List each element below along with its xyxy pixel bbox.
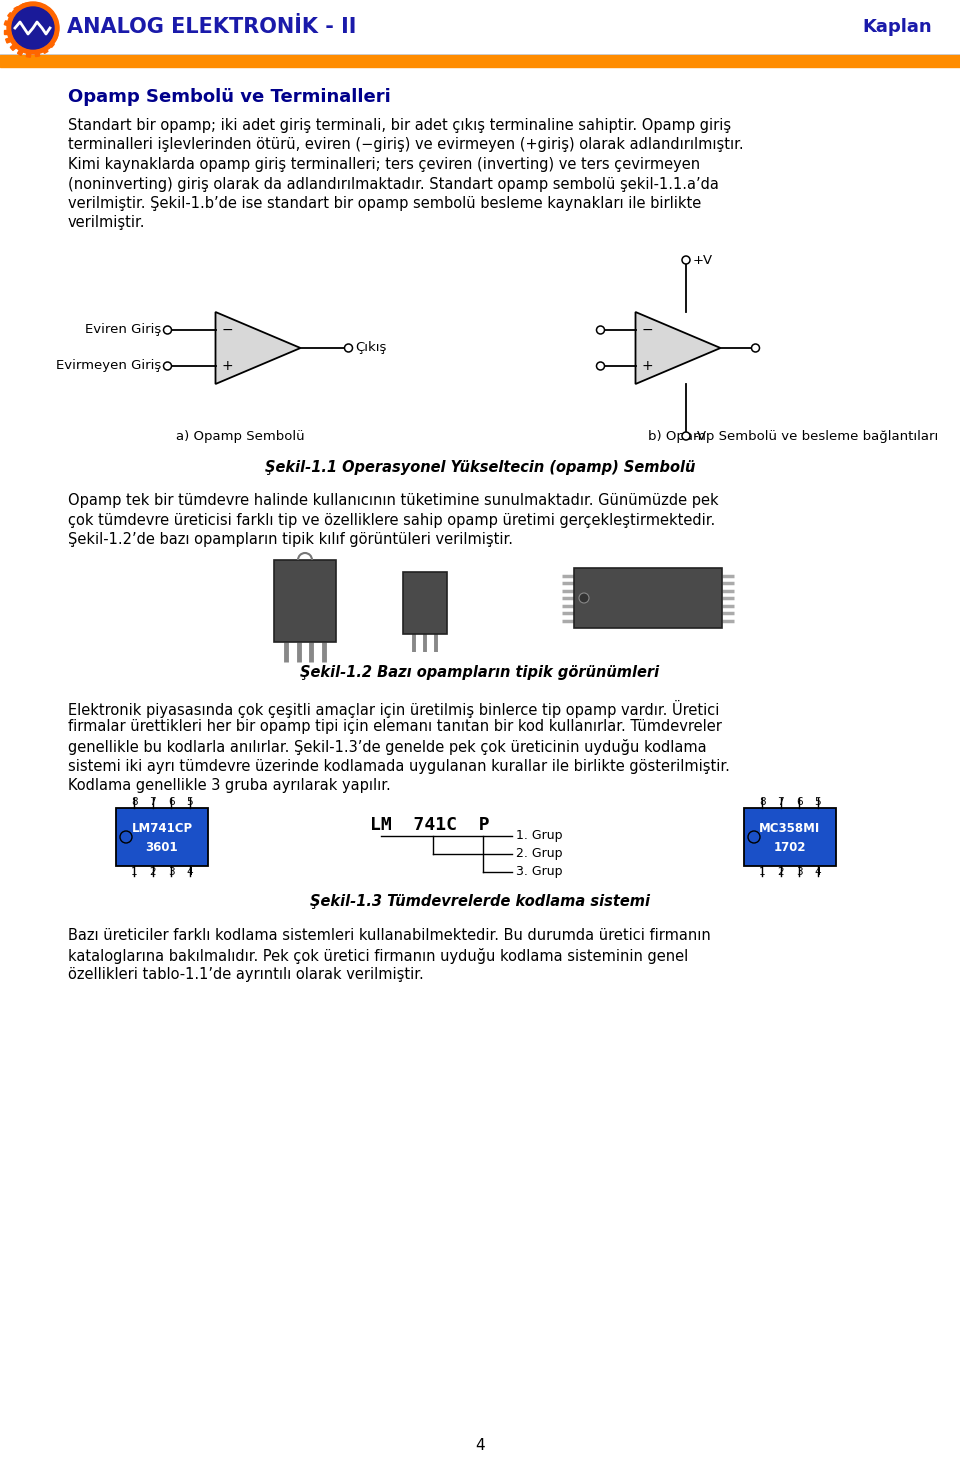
Text: 6: 6 bbox=[796, 797, 803, 808]
Text: 1: 1 bbox=[759, 868, 766, 876]
Text: 1: 1 bbox=[132, 868, 137, 876]
Text: +V: +V bbox=[693, 253, 713, 266]
Circle shape bbox=[748, 831, 760, 843]
Circle shape bbox=[163, 361, 172, 370]
Text: 3601: 3601 bbox=[146, 841, 179, 854]
Text: Kimi kaynaklarda opamp giriş terminalleri; ters çeviren (inverting) ve ters çevi: Kimi kaynaklarda opamp giriş terminaller… bbox=[68, 157, 700, 173]
Text: 3: 3 bbox=[796, 868, 803, 876]
Text: çok tümdevre üreticisi farklı tip ve özelliklere sahip opamp üretimi gerçekleşti: çok tümdevre üreticisi farklı tip ve öze… bbox=[68, 512, 715, 528]
Bar bbox=[14, 7, 19, 12]
Circle shape bbox=[345, 344, 352, 353]
Circle shape bbox=[682, 432, 690, 440]
Text: verilmiştir.: verilmiştir. bbox=[68, 215, 146, 231]
Text: −: − bbox=[222, 323, 233, 336]
Bar bbox=[6, 38, 11, 42]
Bar bbox=[46, 10, 52, 15]
Text: −: − bbox=[641, 323, 653, 336]
Text: Kaplan: Kaplan bbox=[862, 18, 932, 37]
Text: 8: 8 bbox=[759, 797, 766, 808]
Bar bbox=[0, 56, 960, 67]
Circle shape bbox=[752, 344, 759, 353]
Circle shape bbox=[579, 593, 589, 603]
Bar bbox=[39, 4, 44, 10]
Bar bbox=[274, 560, 336, 642]
Text: Opamp tek bir tümdevre halinde kullanıcının tüketimine sunulmaktadır. Günümüzde : Opamp tek bir tümdevre halinde kullanıcı… bbox=[68, 493, 719, 508]
Bar bbox=[31, 3, 36, 7]
Text: genellikle bu kodlarla anılırlar. Şekil-1.3’de genelde pek çok üreticinin uyduğu: genellikle bu kodlarla anılırlar. Şekil-… bbox=[68, 739, 707, 755]
Text: 5: 5 bbox=[814, 797, 821, 808]
Circle shape bbox=[682, 256, 690, 263]
Text: 4: 4 bbox=[475, 1438, 485, 1453]
Bar bbox=[35, 53, 39, 57]
Text: +: + bbox=[222, 358, 233, 373]
Text: firmalar ürettikleri her bir opamp tipi için elemanı tanıtan bir kod kullanırlar: firmalar ürettikleri her bir opamp tipi … bbox=[68, 720, 722, 734]
Text: 2: 2 bbox=[150, 868, 156, 876]
Text: Şekil-1.2 Bazı opampların tipik görünümleri: Şekil-1.2 Bazı opampların tipik görünüml… bbox=[300, 666, 660, 680]
Circle shape bbox=[7, 1, 59, 54]
Circle shape bbox=[596, 361, 605, 370]
Bar bbox=[26, 53, 31, 57]
Text: MC358MI: MC358MI bbox=[759, 822, 821, 835]
Text: 7: 7 bbox=[150, 797, 156, 808]
Text: ANALOG ELEKTRONİK - II: ANALOG ELEKTRONİK - II bbox=[67, 18, 356, 37]
Text: 4: 4 bbox=[186, 868, 193, 876]
Bar bbox=[42, 48, 48, 53]
Bar bbox=[116, 808, 208, 866]
Bar bbox=[49, 42, 55, 47]
Text: (noninverting) giriş olarak da adlandırılmaktadır. Standart opamp sembolü şekil-: (noninverting) giriş olarak da adlandırı… bbox=[68, 177, 719, 192]
Text: Kodlama genellikle 3 gruba ayrılarak yapılır.: Kodlama genellikle 3 gruba ayrılarak yap… bbox=[68, 778, 391, 793]
Circle shape bbox=[163, 326, 172, 334]
Text: Çıkış: Çıkış bbox=[355, 341, 387, 354]
Polygon shape bbox=[636, 312, 721, 383]
Circle shape bbox=[12, 7, 54, 48]
Text: 7: 7 bbox=[778, 797, 784, 808]
Bar bbox=[11, 45, 16, 50]
Text: a) Opamp Sembolü: a) Opamp Sembolü bbox=[176, 430, 304, 443]
Bar bbox=[0, 0, 960, 56]
Text: Şekil-1.2’de bazı opampların tipik kılıf görüntüleri verilmiştir.: Şekil-1.2’de bazı opampların tipik kılıf… bbox=[68, 533, 513, 547]
Text: +: + bbox=[641, 358, 653, 373]
Bar bbox=[54, 26, 58, 31]
Bar bbox=[744, 808, 836, 866]
Text: -V: -V bbox=[693, 430, 707, 442]
Text: 5: 5 bbox=[186, 797, 193, 808]
Bar bbox=[8, 13, 13, 18]
Text: kataloglarına bakılmalıdır. Pek çok üretici firmanın uyduğu kodlama sisteminin g: kataloglarına bakılmalıdır. Pek çok üret… bbox=[68, 948, 688, 964]
Bar bbox=[17, 50, 23, 56]
Bar bbox=[22, 3, 27, 7]
Text: verilmiştir. Şekil-1.b’de ise standart bir opamp sembolü besleme kaynakları ile : verilmiştir. Şekil-1.b’de ise standart b… bbox=[68, 196, 701, 211]
Text: Evirmeyen Giriş: Evirmeyen Giriş bbox=[57, 360, 161, 373]
Text: terminalleri işlevlerinden ötürü, eviren (−giriş) ve evirmeyen (+giriş) olarak a: terminalleri işlevlerinden ötürü, eviren… bbox=[68, 138, 744, 152]
Text: 8: 8 bbox=[132, 797, 137, 808]
Text: LM  741C  P: LM 741C P bbox=[370, 816, 490, 834]
Text: 2. Grup: 2. Grup bbox=[516, 847, 562, 860]
Text: Standart bir opamp; iki adet giriş terminali, bir adet çıkış terminaline sahipti: Standart bir opamp; iki adet giriş termi… bbox=[68, 119, 732, 133]
Text: özellikleri tablo-1.1’de ayrıntılı olarak verilmiştir.: özellikleri tablo-1.1’de ayrıntılı olara… bbox=[68, 967, 423, 982]
Polygon shape bbox=[215, 312, 300, 383]
Text: 3. Grup: 3. Grup bbox=[516, 866, 562, 878]
Bar bbox=[4, 31, 8, 34]
Text: Eviren Giriş: Eviren Giriş bbox=[85, 323, 161, 336]
Bar bbox=[51, 18, 57, 22]
Text: sistemi iki ayrı tümdevre üzerinde kodlamada uygulanan kurallar ile birlikte gös: sistemi iki ayrı tümdevre üzerinde kodla… bbox=[68, 758, 730, 774]
Text: Opamp Sembolü ve Terminalleri: Opamp Sembolü ve Terminalleri bbox=[68, 88, 391, 105]
Bar bbox=[574, 568, 722, 628]
Text: Şekil-1.3 Tümdevrelerde kodlama sistemi: Şekil-1.3 Tümdevrelerde kodlama sistemi bbox=[310, 894, 650, 909]
Text: Bazı üreticiler farklı kodlama sistemleri kullanabilmektedir. Bu durumda üretici: Bazı üreticiler farklı kodlama sistemler… bbox=[68, 928, 710, 944]
Text: 1. Grup: 1. Grup bbox=[516, 830, 562, 843]
Text: 2: 2 bbox=[778, 868, 784, 876]
Text: LM741CP: LM741CP bbox=[132, 822, 193, 835]
Bar bbox=[403, 572, 447, 633]
Text: Elektronik piyasasında çok çeşitli amaçlar için üretilmiş binlerce tip opamp var: Elektronik piyasasında çok çeşitli amaçl… bbox=[68, 699, 719, 718]
Text: 3: 3 bbox=[168, 868, 175, 876]
Bar bbox=[4, 20, 10, 26]
Text: 6: 6 bbox=[168, 797, 175, 808]
Text: 1702: 1702 bbox=[774, 841, 806, 854]
Circle shape bbox=[596, 326, 605, 334]
Circle shape bbox=[120, 831, 132, 843]
Bar bbox=[53, 34, 58, 40]
Text: Şekil-1.1 Operasyonel Yükseltecin (opamp) Sembolü: Şekil-1.1 Operasyonel Yükseltecin (opamp… bbox=[265, 459, 695, 475]
Text: b) Opamp Sembolü ve besleme bağlantıları: b) Opamp Sembolü ve besleme bağlantıları bbox=[648, 430, 938, 443]
Text: 4: 4 bbox=[814, 868, 821, 876]
